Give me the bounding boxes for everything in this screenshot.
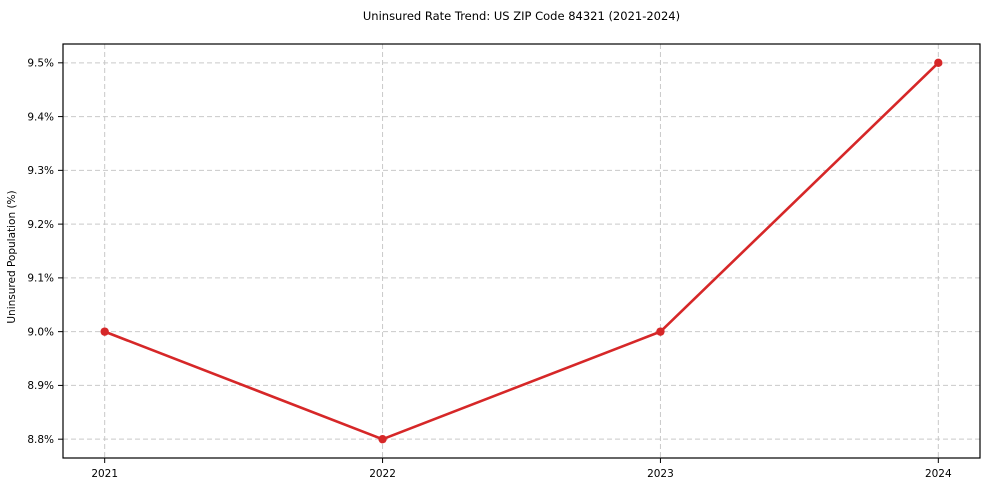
y-tick-label: 8.8% — [27, 434, 54, 446]
y-tick-label: 9.2% — [27, 219, 54, 231]
y-tick-label: 9.0% — [27, 326, 54, 338]
data-point — [934, 58, 943, 68]
chart-title: Uninsured Rate Trend: US ZIP Code 84321 … — [362, 9, 681, 23]
x-tick-label: 2024 — [925, 468, 952, 480]
trend-line — [103, 61, 940, 441]
x-tick-label: 2021 — [91, 468, 118, 480]
y-tick-label: 8.9% — [27, 380, 54, 392]
plot-border — [62, 43, 981, 459]
y-tick-label: 9.3% — [27, 165, 54, 177]
data-point — [100, 327, 109, 336]
x-tick-label: 2022 — [369, 468, 396, 480]
data-point — [378, 434, 387, 444]
y-tick-label: 9.4% — [27, 111, 54, 123]
y-tick-label: 9.1% — [27, 273, 54, 285]
x-tick-label: 2023 — [647, 468, 674, 480]
y-tick-label: 9.5% — [27, 58, 54, 70]
data-point — [656, 327, 665, 336]
